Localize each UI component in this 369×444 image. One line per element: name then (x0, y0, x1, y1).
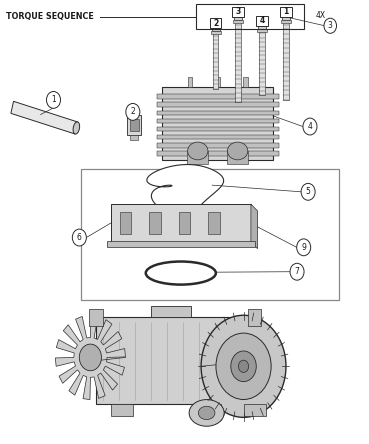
Circle shape (303, 118, 317, 135)
Text: 2: 2 (213, 19, 218, 28)
Ellipse shape (227, 142, 248, 160)
Bar (89, 309, 103, 326)
Bar (157, 103, 279, 107)
Bar (111, 404, 133, 416)
Bar (232, 7, 244, 17)
Bar (157, 94, 279, 99)
Circle shape (46, 91, 61, 108)
Circle shape (72, 229, 86, 246)
Bar (157, 151, 279, 156)
Bar (259, 29, 265, 95)
Ellipse shape (199, 406, 215, 420)
Bar (130, 119, 139, 131)
Bar (210, 18, 221, 28)
Bar (233, 20, 243, 23)
Text: 3: 3 (328, 21, 333, 30)
Text: 9: 9 (301, 243, 306, 252)
Bar (162, 87, 273, 160)
Bar (213, 31, 218, 89)
Bar (120, 212, 131, 234)
Bar (179, 212, 190, 234)
Bar (248, 309, 261, 326)
Bar (215, 77, 220, 87)
Circle shape (301, 183, 315, 200)
Bar (157, 119, 279, 123)
Bar (256, 16, 268, 26)
Bar (107, 241, 255, 247)
Bar (203, 404, 221, 420)
Bar (188, 77, 192, 87)
Circle shape (231, 351, 256, 382)
Bar (111, 204, 251, 242)
Bar (149, 212, 161, 234)
Text: 1: 1 (283, 8, 289, 16)
Ellipse shape (188, 142, 208, 160)
Text: TORQUE SEQUENCE: TORQUE SEQUENCE (6, 12, 93, 21)
Text: 6: 6 (77, 233, 82, 242)
Circle shape (297, 239, 311, 256)
Polygon shape (147, 165, 224, 218)
Bar (127, 115, 141, 135)
Bar (234, 15, 242, 20)
Bar (257, 29, 267, 32)
Text: 4: 4 (307, 122, 313, 131)
Text: 4X: 4X (315, 11, 325, 20)
Polygon shape (251, 204, 258, 249)
Bar (157, 127, 279, 131)
Bar (208, 212, 220, 234)
Bar (212, 26, 220, 31)
Text: 3: 3 (235, 8, 241, 16)
Text: 2: 2 (131, 107, 135, 116)
Bar (281, 20, 291, 23)
Bar (81, 169, 339, 300)
Bar (187, 151, 208, 164)
Bar (96, 317, 255, 404)
Bar (196, 4, 304, 29)
Bar (211, 31, 221, 34)
Bar (157, 111, 279, 115)
Polygon shape (11, 101, 78, 134)
Circle shape (126, 103, 140, 120)
Polygon shape (55, 315, 125, 400)
Bar (235, 20, 241, 102)
Ellipse shape (73, 122, 80, 134)
Text: 7: 7 (294, 267, 300, 276)
Text: 5: 5 (306, 187, 311, 196)
Ellipse shape (189, 400, 224, 426)
Bar (130, 135, 138, 140)
Circle shape (290, 263, 304, 280)
Text: 1: 1 (51, 95, 56, 104)
Circle shape (324, 18, 337, 33)
Bar (227, 151, 248, 164)
Bar (151, 306, 191, 317)
Bar (244, 404, 266, 416)
Bar (258, 24, 266, 29)
Bar (157, 135, 279, 139)
Bar (157, 143, 279, 148)
Bar (243, 77, 248, 87)
Circle shape (79, 344, 101, 371)
Circle shape (201, 315, 286, 417)
Bar (280, 7, 292, 17)
Text: 4: 4 (259, 16, 265, 25)
Circle shape (238, 360, 249, 373)
Bar (282, 15, 290, 20)
Bar (283, 20, 289, 100)
Circle shape (216, 333, 271, 400)
